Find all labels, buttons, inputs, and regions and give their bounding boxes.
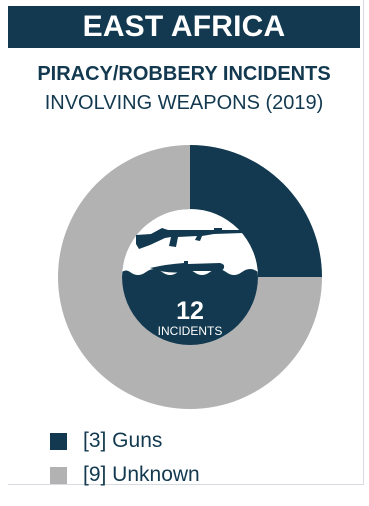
region-title: EAST AFRICA <box>82 10 286 43</box>
legend-item-unknown: [9] Unknown <box>50 458 200 492</box>
donut-slices <box>58 145 322 409</box>
donut-slice-unknown <box>58 145 322 409</box>
center-total: 12 <box>176 297 204 325</box>
donut-slice-guns <box>190 145 322 277</box>
legend: [3] Guns [9] Unknown <box>50 424 200 492</box>
chart-subtitle: INVOLVING WEAPONS (2019) <box>44 92 324 114</box>
center-label: INCIDENTS <box>158 324 223 338</box>
legend-label-unknown: [9] Unknown <box>83 463 200 486</box>
rifle-icon <box>136 228 243 249</box>
wave-cap <box>122 209 258 277</box>
chart-title: PIRACY/ROBBERY INCIDENTS <box>37 63 331 85</box>
legend-label-guns: [3] Guns <box>83 429 163 452</box>
chart-frame <box>8 0 364 485</box>
legend-swatch-guns <box>50 432 67 450</box>
knife-icon <box>150 261 225 274</box>
region-header: EAST AFRICA <box>8 6 360 48</box>
legend-swatch-unknown <box>50 466 67 484</box>
legend-item-guns: [3] Guns <box>50 424 200 458</box>
